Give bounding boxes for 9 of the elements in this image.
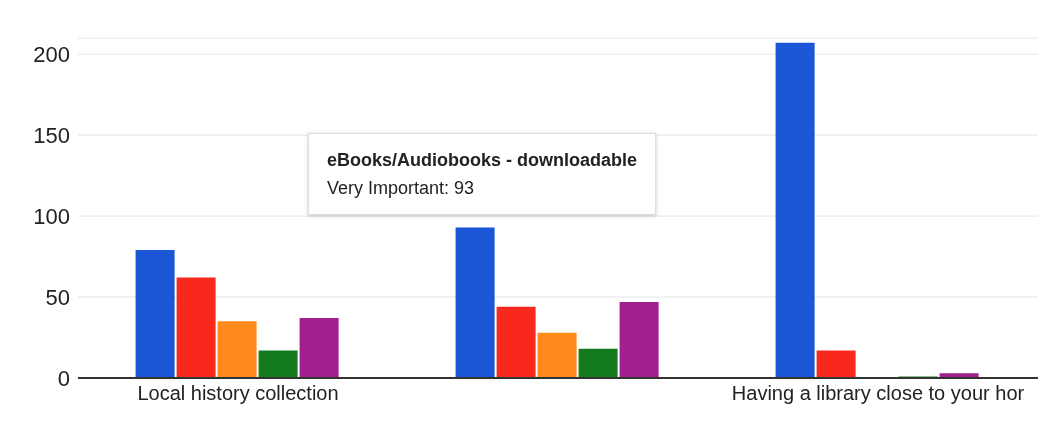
- y-tick-label: 0: [57, 365, 70, 391]
- x-tick-label: Having a library close to your hor: [731, 382, 1025, 405]
- x-tick-label: Local history collection: [137, 382, 339, 405]
- annotation: eBooks/Audiobooks - downloadable: [327, 149, 638, 172]
- annotation: Very Important: 93: [327, 177, 476, 200]
- y-tick-label: 100: [33, 203, 70, 229]
- y-tick-label: 50: [45, 284, 70, 310]
- y-tick-label: 150: [33, 122, 70, 148]
- y-tick-label: 200: [33, 42, 70, 67]
